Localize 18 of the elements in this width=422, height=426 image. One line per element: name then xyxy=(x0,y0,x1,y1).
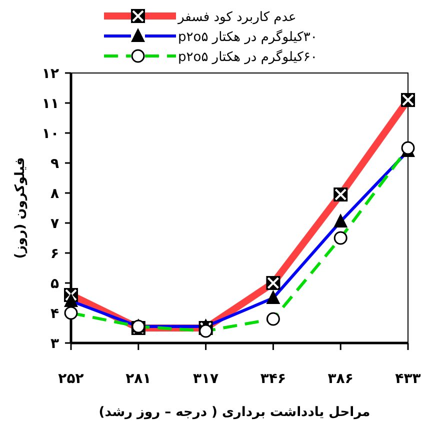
ytick-label: ۵ xyxy=(50,276,59,292)
xtick-label: ۳۸۶ xyxy=(328,371,354,387)
xtick-label: ۳۱۷ xyxy=(192,371,219,387)
ytick-label: ۳ xyxy=(50,336,59,352)
ytick-label: ۴ xyxy=(50,306,59,322)
ytick-label: ۸ xyxy=(50,186,59,202)
xtick-label: ۲۸۱ xyxy=(126,371,152,387)
ytick-label: ۱۲ xyxy=(42,66,59,82)
ytick-label: ۱۱ xyxy=(42,96,59,112)
xlabel: مراحل یادداشت برداری ( درجه – روز رشد) xyxy=(98,405,370,420)
ylabel: فیلوکرون (روز) xyxy=(13,157,28,259)
ytick-label: ۱۰ xyxy=(42,126,59,142)
xtick-label: ۳۴۶ xyxy=(260,371,286,387)
xtick-label: ۲۵۲ xyxy=(58,371,84,387)
ytick-label: ۷ xyxy=(50,216,59,232)
ytick-label: ۶ xyxy=(50,246,59,262)
ytick-label: ۹ xyxy=(50,156,59,172)
xtick-label: ۴۳۳ xyxy=(395,371,421,387)
